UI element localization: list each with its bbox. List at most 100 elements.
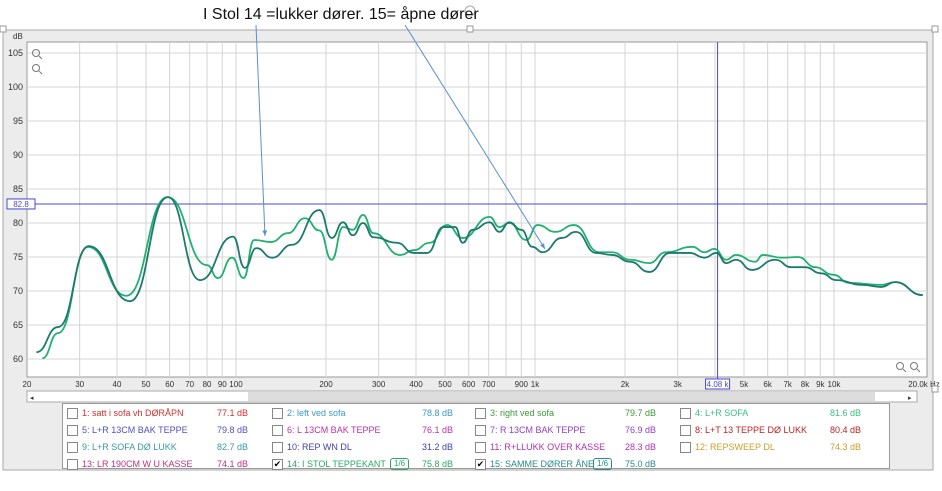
legend-checkbox[interactable] bbox=[475, 407, 486, 419]
series-line-14 bbox=[41, 196, 923, 360]
legend-item[interactable]: 6: L 13CM BAK TEPPE 76.1 dB bbox=[272, 423, 472, 437]
legend-label: 10: REP WN DL bbox=[287, 442, 352, 452]
legend-value: 78.8 dB bbox=[422, 408, 454, 418]
legend-value: 79.8 dB bbox=[217, 425, 249, 435]
x-tick-label: 6k bbox=[763, 380, 772, 389]
legend-checkbox[interactable]: ✔ bbox=[272, 458, 283, 470]
x-tick-label: 80 bbox=[203, 380, 212, 389]
rotate-handle-icon bbox=[464, 5, 476, 17]
legend-item[interactable]: 12: REPSWEEP DL 74.3 dB bbox=[680, 440, 880, 454]
selection-handle bbox=[466, 25, 474, 33]
legend-checkbox[interactable] bbox=[67, 424, 78, 436]
legend-checkbox[interactable] bbox=[67, 407, 78, 419]
legend-item[interactable]: 10: REP WN DL 31.2 dB bbox=[272, 440, 472, 454]
scrollbar-thumb[interactable] bbox=[248, 392, 875, 401]
legend-item[interactable]: ✔ 14: I STOL TEPPEKANT 1/6 75.8 dB bbox=[272, 457, 472, 471]
legend-checkbox[interactable] bbox=[475, 424, 486, 436]
legend-label: 1: satt i sofa vh DØRÅPN bbox=[82, 408, 184, 418]
smoothing-badge[interactable]: 1/6 bbox=[593, 458, 613, 470]
x-tick-label: 100 bbox=[229, 380, 243, 389]
series-line-15 bbox=[36, 196, 923, 354]
selection-handle bbox=[931, 385, 939, 393]
scroll-left-arrow: ◂ bbox=[30, 395, 34, 402]
y-tick-label: 105 bbox=[8, 48, 23, 58]
legend-label: 9: L+R SOFA DØ LUKK bbox=[82, 442, 177, 452]
legend-label: 3: right ved sofa bbox=[490, 408, 555, 418]
y-tick-label: 95 bbox=[13, 116, 23, 126]
legend-item[interactable]: ✔ 15: SAMME DØRER ÅNE 1/6 75.0 dB bbox=[475, 457, 675, 471]
legend-item[interactable]: 3: right ved sofa 79.7 dB bbox=[475, 406, 675, 420]
annotation-arrow-15-head bbox=[540, 243, 545, 249]
legend-value: 74.3 dB bbox=[830, 442, 862, 452]
legend-item[interactable]: 8: L+T 13 TEPPE DØ LUKK 80.4 dB bbox=[680, 423, 880, 437]
legend-checkbox[interactable] bbox=[475, 441, 486, 453]
y-tick-label: 75 bbox=[13, 252, 23, 262]
legend-item[interactable]: 5: L+R 13CM BAK TEPPE 79.8 dB bbox=[67, 423, 267, 437]
y-tick-label: 85 bbox=[13, 184, 23, 194]
legend-label: 6: L 13CM BAK TEPPE bbox=[287, 425, 381, 435]
legend-value: 28.3 dB bbox=[625, 442, 657, 452]
annotation-arrow-14-head bbox=[262, 230, 268, 236]
legend-checkbox[interactable] bbox=[680, 441, 691, 453]
x-tick-label: 9k bbox=[816, 380, 825, 389]
legend-value: 82.7 dB bbox=[217, 442, 249, 452]
y-tick-label: 100 bbox=[8, 82, 23, 92]
y-tick-label: 70 bbox=[13, 286, 23, 296]
legend-checkbox[interactable] bbox=[272, 407, 283, 419]
legend-checkbox[interactable] bbox=[680, 407, 691, 419]
legend-checkbox[interactable]: ✔ bbox=[475, 458, 486, 470]
annotation-arrow-15 bbox=[404, 24, 546, 250]
legend-item[interactable]: 9: L+R SOFA DØ LUKK 82.7 dB bbox=[67, 440, 267, 454]
legend-label: 13: LR 190CM W U KASSE bbox=[82, 459, 193, 469]
legend-label: 11: R+LLUKK OVER KASSE bbox=[490, 442, 606, 452]
zoom-handle-icon bbox=[38, 70, 43, 75]
y-tick-label: 90 bbox=[13, 150, 23, 160]
legend-checkbox[interactable] bbox=[272, 424, 283, 436]
y-axis-label: dB bbox=[13, 32, 23, 41]
zoom-handle-icon bbox=[902, 368, 907, 373]
zoom-handle-icon bbox=[38, 55, 43, 60]
x-tick-label: 50 bbox=[142, 380, 151, 389]
x-tick-label: 60 bbox=[165, 380, 174, 389]
x-tick-label: 3k bbox=[673, 380, 682, 389]
selection-handle bbox=[931, 25, 939, 33]
legend-item[interactable]: 4: L+R SOFA 81.6 dB bbox=[680, 406, 880, 420]
legend-label: 2: left ved sofa bbox=[287, 408, 346, 418]
legend-label: 12: REPSWEEP DL bbox=[695, 442, 775, 452]
legend-checkbox[interactable] bbox=[272, 441, 283, 453]
legend-item[interactable]: 7: R 13CM BAK TEPPE 76.9 dB bbox=[475, 423, 675, 437]
x-tick-label: 20 bbox=[23, 380, 32, 389]
zoom-handle-icon bbox=[916, 368, 921, 373]
legend-item[interactable]: 2: left ved sofa 78.8 dB bbox=[272, 406, 472, 420]
legend-item[interactable]: 11: R+LLUKK OVER KASSE 28.3 dB bbox=[475, 440, 675, 454]
legend-checkbox[interactable] bbox=[67, 441, 78, 453]
legend-value: 76.1 dB bbox=[422, 425, 454, 435]
x-tick-label: 500 bbox=[438, 380, 452, 389]
cursor-x-box bbox=[705, 378, 731, 390]
x-tick-label: 70 bbox=[185, 380, 194, 389]
x-tick-label: 5k bbox=[740, 380, 749, 389]
legend-item[interactable]: 1: satt i sofa vh DØRÅPN 77.1 dB bbox=[67, 406, 267, 420]
selection-handle bbox=[0, 25, 7, 33]
x-tick-label: 7k bbox=[783, 380, 792, 389]
legend-label: 14: I STOL TEPPEKANT bbox=[287, 459, 386, 469]
x-tick-label: 900 bbox=[515, 380, 529, 389]
x-tick-label: 40 bbox=[113, 380, 122, 389]
legend-checkbox[interactable] bbox=[67, 458, 78, 470]
zoom-in-icon bbox=[32, 64, 40, 72]
x-tick-label: 700 bbox=[482, 380, 496, 389]
x-tick-label: 20.0k Hz bbox=[908, 380, 940, 389]
cursor-x-label: 4.08 k bbox=[707, 380, 730, 389]
smoothing-badge[interactable]: 1/6 bbox=[390, 458, 410, 470]
legend-checkbox[interactable] bbox=[680, 424, 691, 436]
legend-value: 76.9 dB bbox=[625, 425, 657, 435]
legend-value: 81.6 dB bbox=[830, 408, 862, 418]
x-tick-label: 600 bbox=[462, 380, 476, 389]
y-tick-label: 60 bbox=[13, 354, 23, 364]
legend-item[interactable]: 13: LR 190CM W U KASSE 74.1 dB bbox=[67, 457, 267, 471]
legend-value: 75.8 dB bbox=[422, 459, 454, 469]
annotation-text: I Stol 14 =lukker dører. 15= åpne dører bbox=[203, 6, 479, 23]
scroll-right-arrow: ▸ bbox=[908, 395, 912, 402]
